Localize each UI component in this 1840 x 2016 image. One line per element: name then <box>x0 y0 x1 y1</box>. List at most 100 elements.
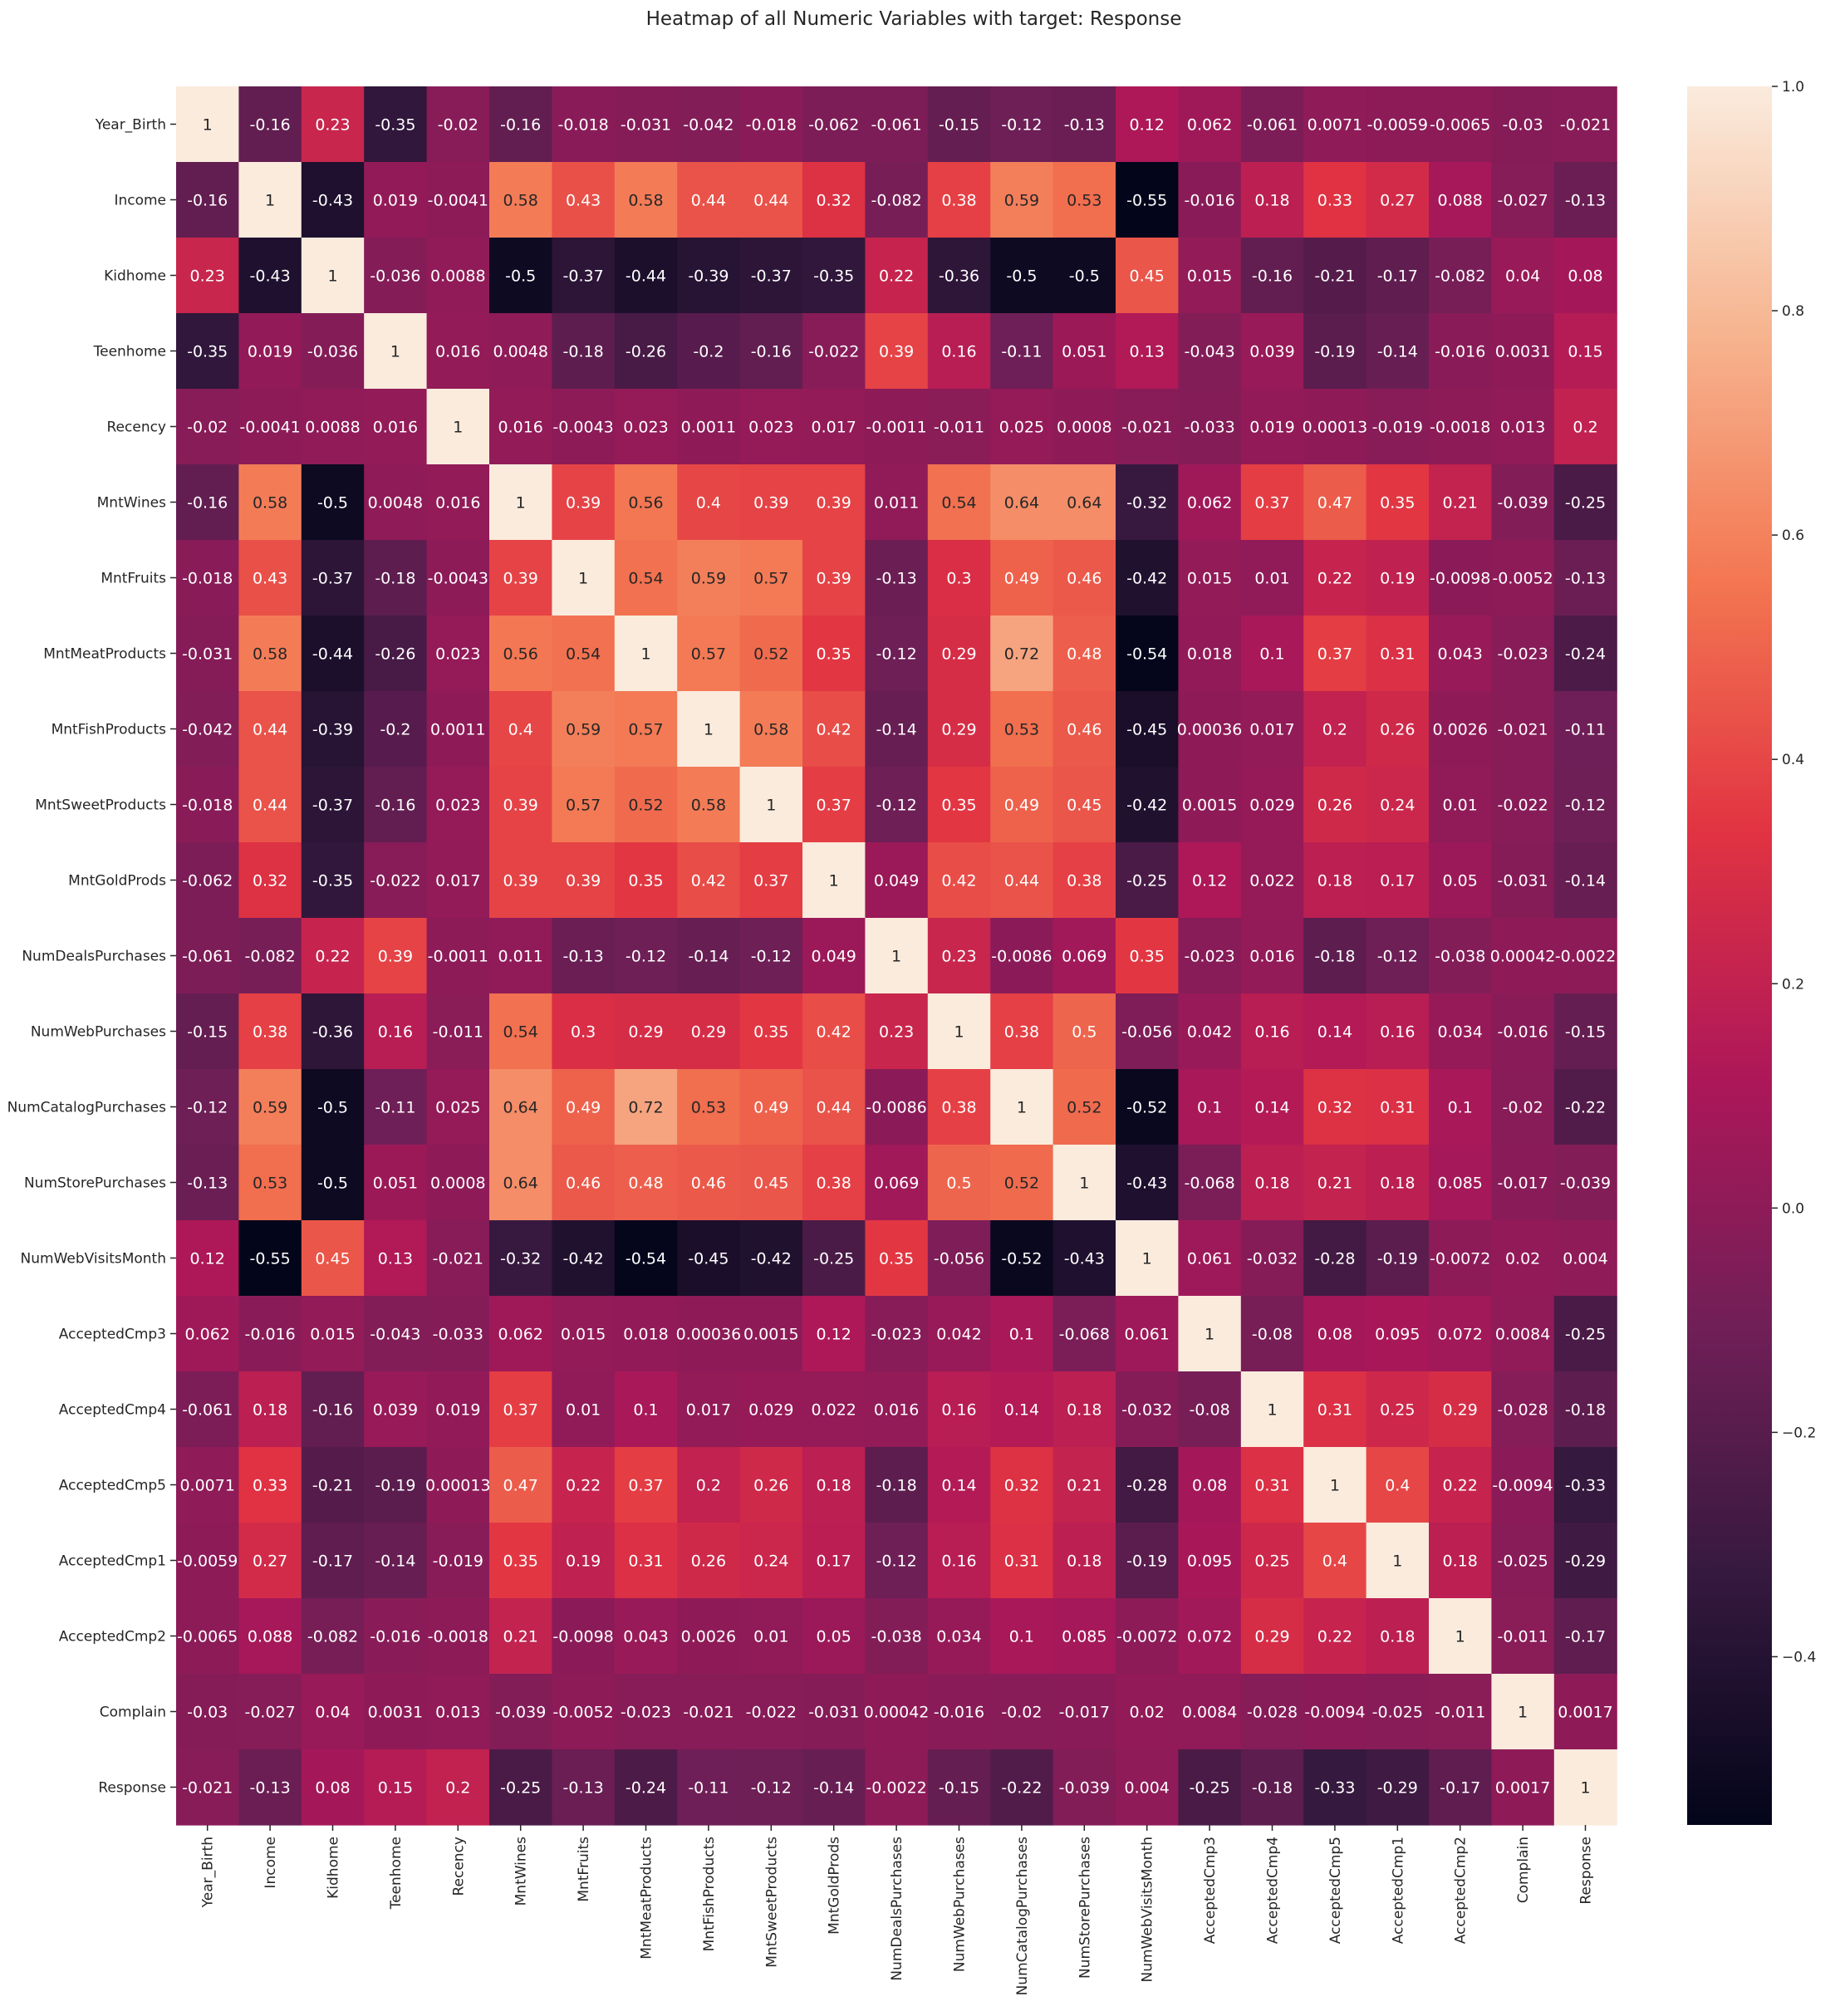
heatmap-cell <box>677 1371 741 1448</box>
y-tick-label: AcceptedCmp4 <box>59 1402 166 1419</box>
heatmap-cell <box>1116 1523 1179 1599</box>
cell-annotation: -0.016 <box>1497 1023 1548 1042</box>
heatmap-cell <box>677 464 741 541</box>
heatmap-cell <box>1491 918 1555 994</box>
cell-annotation: -0.061 <box>1247 116 1298 135</box>
cell-annotation: -0.023 <box>871 1326 921 1344</box>
cell-annotation: -0.033 <box>433 1326 483 1344</box>
x-tick-label: AcceptedCmp3 <box>1202 1837 1219 1944</box>
cell-annotation: -0.022 <box>370 872 420 890</box>
cell-annotation: -0.33 <box>1314 1779 1355 1798</box>
y-tick-label: Income <box>114 193 166 209</box>
cell-annotation: -0.17 <box>1565 1628 1606 1646</box>
heatmap-cell <box>677 1069 741 1145</box>
cell-annotation: 0.56 <box>628 494 663 513</box>
cell-annotation: -0.54 <box>1126 645 1167 664</box>
cell-annotation: 0.64 <box>1067 494 1102 513</box>
cell-annotation: 0.14 <box>1004 1401 1039 1420</box>
heatmap-cell <box>489 767 552 843</box>
heatmap-cell <box>739 1069 803 1145</box>
cell-annotation: 0.019 <box>435 1401 480 1420</box>
cell-annotation: 0.37 <box>1254 494 1289 513</box>
cell-annotation: -0.45 <box>688 1250 729 1268</box>
heatmap-cell <box>1553 389 1617 465</box>
heatmap-cell <box>238 767 302 843</box>
heatmap-cell <box>865 1069 929 1145</box>
heatmap-cell <box>990 1069 1054 1145</box>
heatmap-cell <box>238 1069 302 1145</box>
heatmap-cell <box>1052 389 1116 465</box>
heatmap-cell <box>1366 86 1430 163</box>
heatmap-cell <box>739 464 803 541</box>
heatmap-cell <box>176 767 239 843</box>
cell-annotation: -0.02 <box>1503 1099 1543 1117</box>
cell-annotation: 0.013 <box>435 1704 480 1722</box>
cell-annotation: 0.13 <box>378 1250 413 1268</box>
cell-annotation: -0.5 <box>317 494 348 513</box>
heatmap-cell <box>1491 1749 1555 1826</box>
cell-annotation: -0.21 <box>312 1477 353 1495</box>
heatmap-cell <box>739 540 803 616</box>
heatmap-cell <box>990 540 1054 616</box>
chart-title: Heatmap of all Numeric Variables with ta… <box>646 8 1182 30</box>
heatmap-cell <box>1553 1674 1617 1750</box>
cell-annotation: -0.061 <box>871 116 921 135</box>
cell-annotation: -0.13 <box>1565 192 1606 210</box>
cell-annotation: 0.49 <box>566 1099 601 1117</box>
heatmap-cell <box>677 389 741 465</box>
heatmap-cell <box>176 918 239 994</box>
heatmap-cell <box>301 540 365 616</box>
heatmap-cell <box>677 1447 741 1523</box>
heatmap-cell <box>865 1674 929 1750</box>
heatmap-cell <box>614 86 678 163</box>
y-tick-label: MntSweetProducts <box>35 797 166 814</box>
heatmap-cell <box>1491 1523 1555 1599</box>
heatmap-cell <box>1303 691 1367 768</box>
heatmap-cell <box>927 313 991 390</box>
cell-annotation: -0.2 <box>693 343 724 361</box>
cell-annotation: 0.39 <box>753 494 788 513</box>
cell-annotation: 0.015 <box>1187 570 1232 588</box>
cell-annotation: -0.39 <box>688 267 729 286</box>
heatmap-cell <box>364 1371 428 1448</box>
heatmap-cell <box>1303 162 1367 238</box>
cell-annotation: 0.034 <box>936 1628 981 1646</box>
cell-annotation: 0.0071 <box>179 1477 234 1495</box>
heatmap-cell <box>238 993 302 1070</box>
heatmap-cell <box>1491 767 1555 843</box>
heatmap-cell <box>739 1296 803 1372</box>
heatmap-cell <box>1178 1447 1242 1523</box>
heatmap-cell <box>1240 1749 1304 1826</box>
heatmap-cell <box>552 1749 616 1826</box>
heatmap-cell <box>927 993 991 1070</box>
cell-annotation: 0.44 <box>691 192 726 210</box>
cell-annotation: 0.58 <box>253 645 287 664</box>
heatmap-cell <box>1429 162 1492 238</box>
cell-annotation: 0.016 <box>373 419 418 437</box>
heatmap-cell <box>1366 842 1430 919</box>
heatmap-cell <box>739 918 803 994</box>
heatmap-cell <box>176 162 239 238</box>
heatmap-cell <box>238 616 302 692</box>
cell-annotation: -0.016 <box>1184 192 1234 210</box>
heatmap-cell <box>552 691 616 768</box>
cell-annotation: 0.2 <box>696 1477 721 1495</box>
x-tick-label: MntSweetProducts <box>763 1837 780 1968</box>
heatmap-cell <box>1116 1069 1179 1145</box>
heatmap-cell <box>1429 767 1492 843</box>
heatmap-cell <box>802 1069 866 1145</box>
cell-annotation: 0.26 <box>691 1552 726 1571</box>
y-axis-tick-labels: Year_Birth Income Kidhome Teenhome Recency Mn… <box>7 117 176 1797</box>
cell-annotation: -0.26 <box>626 343 666 361</box>
heatmap-cell <box>1491 1598 1555 1675</box>
cell-annotation: -0.13 <box>1064 116 1105 135</box>
heatmap-cell <box>614 1447 678 1523</box>
cell-annotation: -0.43 <box>1064 1250 1105 1268</box>
heatmap-cell <box>489 691 552 768</box>
heatmap-cell <box>677 616 741 692</box>
x-tick-label: AcceptedCmp1 <box>1390 1837 1406 1944</box>
heatmap-labels: 1 -0.16 0.23 -0.35 -0.02 -0.16 -0.018 -0.031 -0.… <box>177 116 1616 1798</box>
heatmap-cell <box>176 389 239 465</box>
cell-annotation: -0.15 <box>1565 1023 1606 1042</box>
heatmap-cell <box>552 1296 616 1372</box>
